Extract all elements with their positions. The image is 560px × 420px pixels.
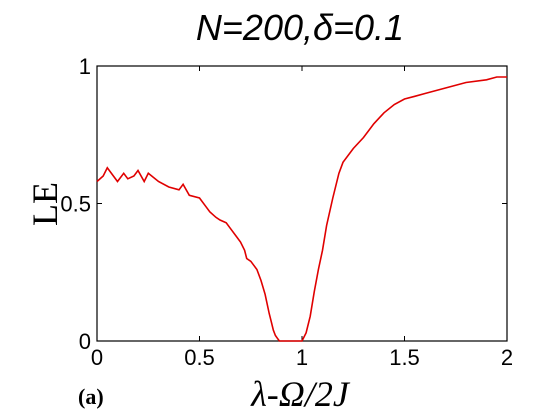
y-axis-label: LE — [25, 182, 65, 226]
x-tick-label: 0 — [91, 345, 103, 370]
x-axis-label: λ-Ω/2J — [250, 374, 351, 414]
x-tick-label: 1 — [296, 345, 308, 370]
x-tick-label: 2 — [501, 345, 513, 370]
x-tick-label: 1.5 — [389, 345, 420, 370]
y-tick-label: 0.5 — [60, 192, 91, 217]
y-tick-label: 1 — [79, 54, 91, 79]
panel-label: (a) — [78, 384, 104, 409]
plot-area-frame — [96, 65, 508, 342]
x-tick-label: 0.5 — [184, 345, 215, 370]
series-line — [96, 76, 507, 342]
chart-title: N=200,δ=0.1 — [196, 7, 404, 48]
y-tick-label: 0 — [79, 329, 91, 354]
